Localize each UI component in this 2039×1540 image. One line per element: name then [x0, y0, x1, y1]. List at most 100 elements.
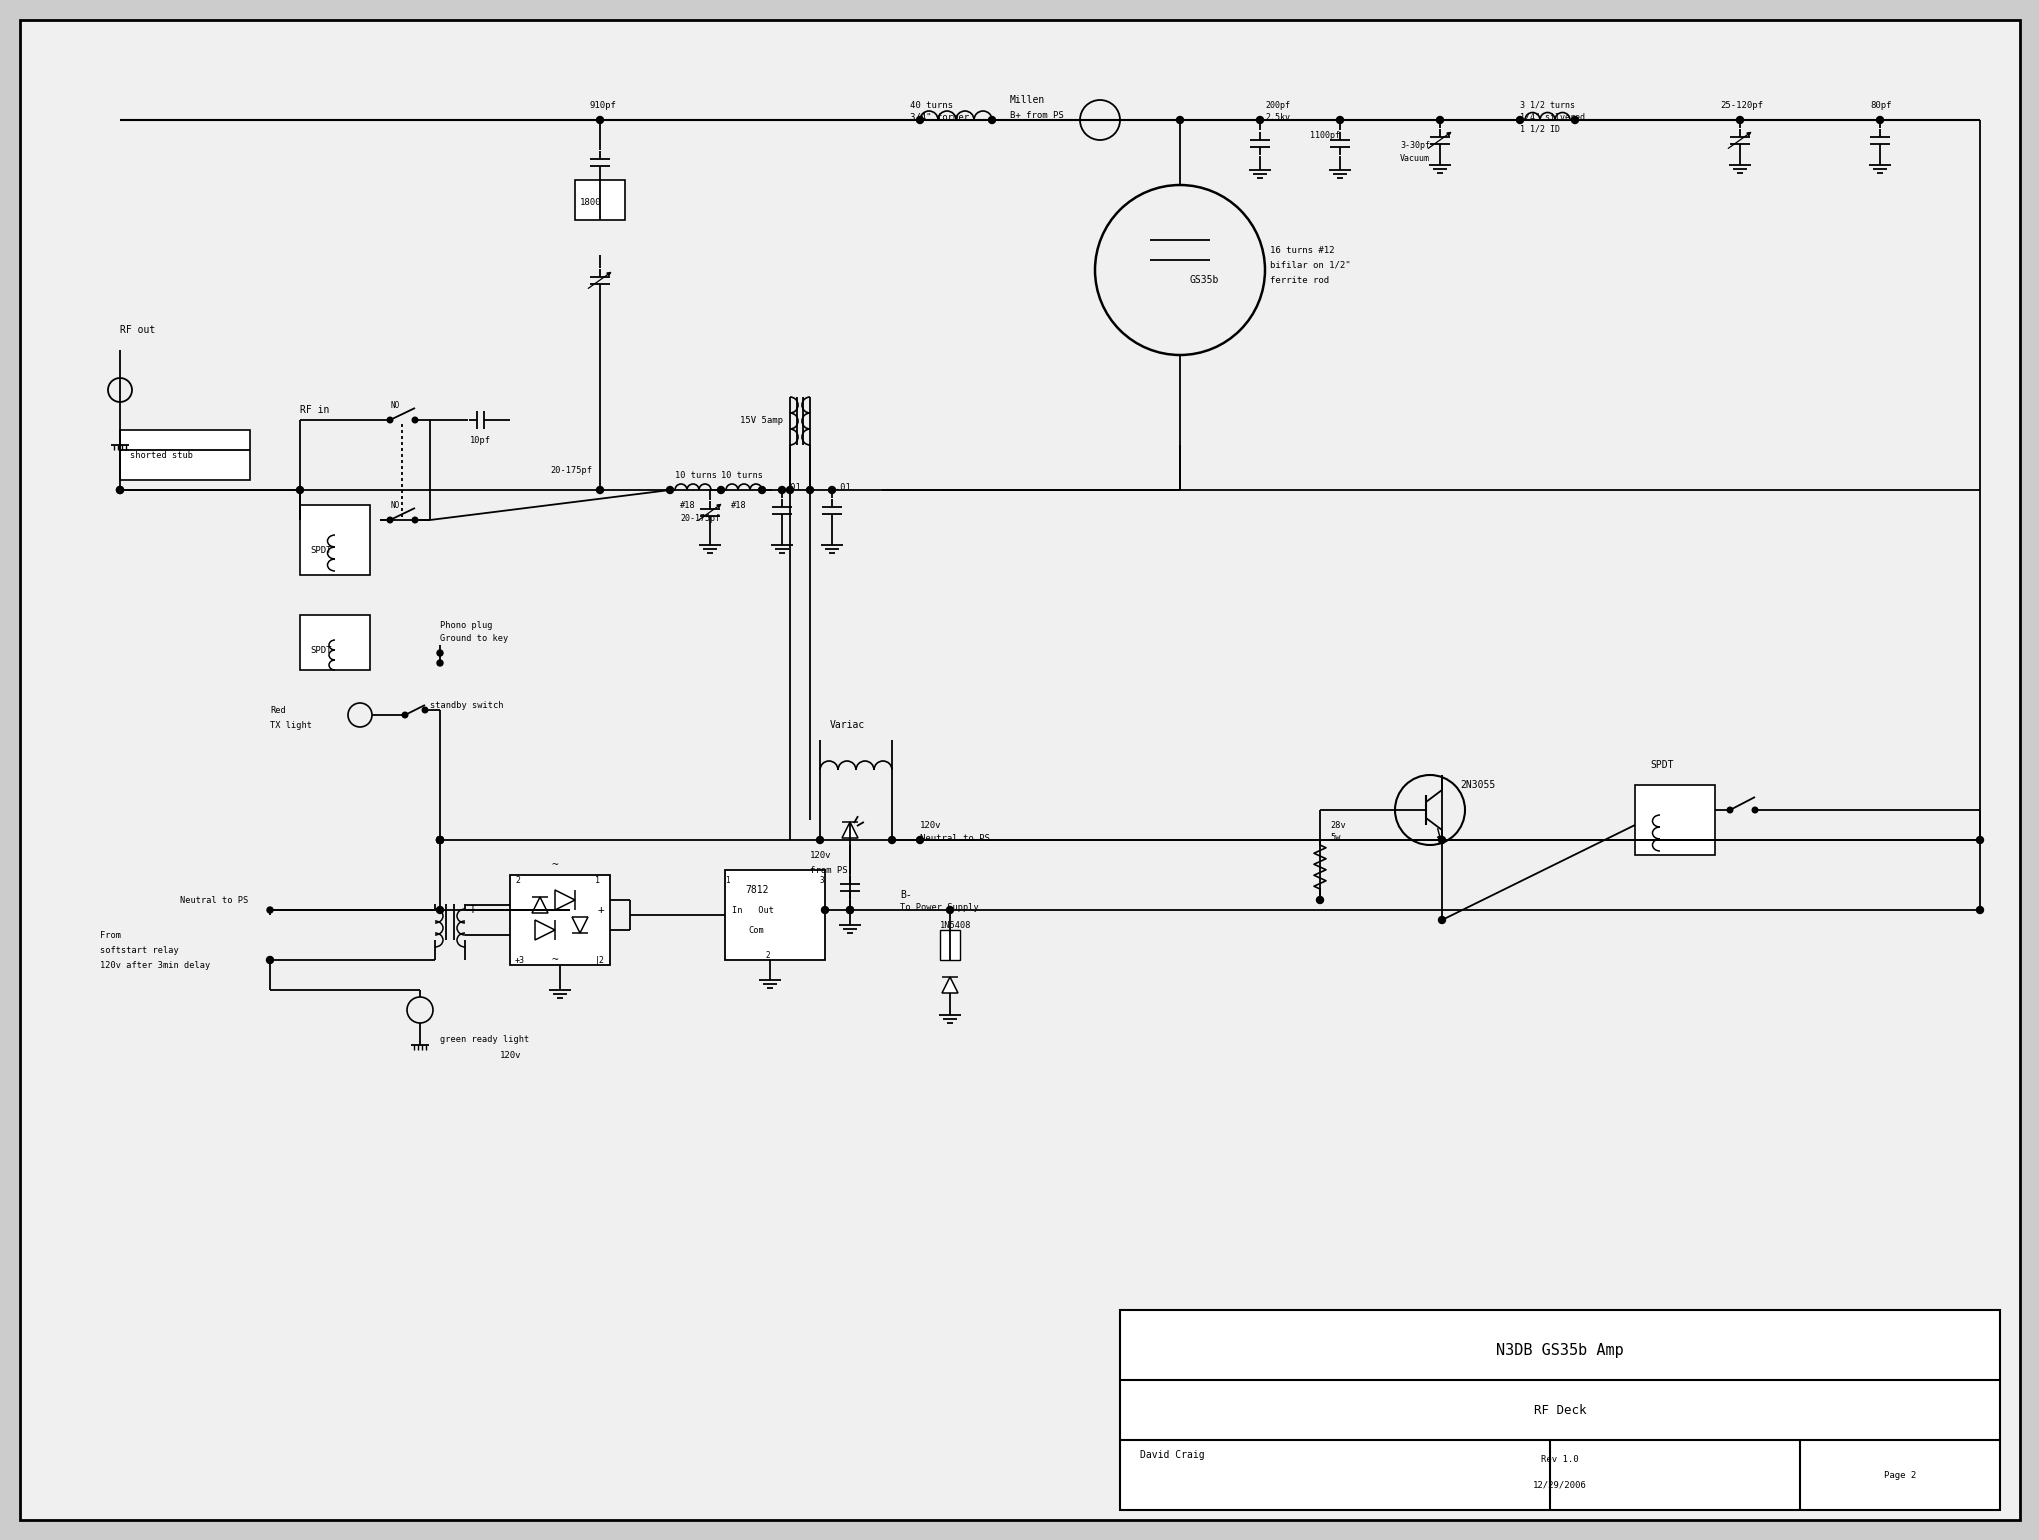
Text: 25-120pf: 25-120pf — [1719, 100, 1762, 109]
Text: 3: 3 — [820, 876, 824, 884]
Text: Vacuum: Vacuum — [1399, 154, 1429, 163]
Text: ~: ~ — [553, 955, 559, 966]
Text: 10 turns: 10 turns — [720, 471, 763, 479]
Text: #18: #18 — [730, 500, 746, 510]
Circle shape — [718, 487, 724, 493]
Circle shape — [1735, 117, 1743, 123]
Circle shape — [822, 907, 828, 913]
Text: 1: 1 — [724, 876, 730, 884]
Circle shape — [296, 487, 304, 493]
Text: 1 1/2 ID: 1 1/2 ID — [1519, 125, 1560, 134]
Text: 120v: 120v — [500, 1050, 522, 1060]
Text: 120v: 120v — [920, 821, 942, 830]
Text: 20-175pf: 20-175pf — [679, 513, 720, 522]
Circle shape — [436, 907, 442, 913]
Polygon shape — [555, 890, 575, 910]
Text: bifilar on 1/2": bifilar on 1/2" — [1270, 260, 1350, 269]
Text: .01: .01 — [785, 482, 801, 491]
Text: Neutral to PS: Neutral to PS — [179, 895, 249, 904]
Circle shape — [1177, 117, 1183, 123]
Text: In   Out: In Out — [732, 906, 773, 915]
Circle shape — [436, 650, 442, 656]
Text: 3/4" former: 3/4" former — [909, 112, 969, 122]
Text: Rev 1.0: Rev 1.0 — [1539, 1455, 1578, 1465]
Circle shape — [1727, 807, 1731, 813]
Circle shape — [805, 487, 814, 493]
Text: GS35b: GS35b — [1189, 276, 1219, 285]
Circle shape — [846, 907, 852, 913]
Circle shape — [916, 117, 924, 123]
Circle shape — [595, 487, 604, 493]
Text: 15V 5amp: 15V 5amp — [740, 416, 783, 425]
Circle shape — [916, 836, 924, 844]
Text: David Craig: David Craig — [1140, 1451, 1205, 1460]
Polygon shape — [571, 916, 587, 933]
Bar — [1119, 1311, 1998, 1511]
Circle shape — [1570, 117, 1578, 123]
Text: SPDT: SPDT — [1650, 761, 1672, 770]
Circle shape — [387, 517, 394, 522]
Text: shorted stub: shorted stub — [130, 451, 194, 459]
Text: To Power Supply: To Power Supply — [899, 902, 979, 912]
Text: 910pf: 910pf — [589, 100, 616, 109]
Circle shape — [267, 956, 273, 964]
Text: 2: 2 — [765, 950, 769, 959]
Circle shape — [402, 711, 408, 718]
Circle shape — [1976, 836, 1982, 844]
Text: 1800: 1800 — [579, 197, 602, 206]
Polygon shape — [534, 919, 555, 939]
Text: N3DB GS35b Amp: N3DB GS35b Amp — [1495, 1343, 1623, 1357]
Text: 120v after 3min delay: 120v after 3min delay — [100, 961, 210, 970]
Circle shape — [1437, 916, 1446, 924]
Text: RF Deck: RF Deck — [1533, 1403, 1586, 1417]
Circle shape — [787, 487, 793, 493]
Text: 80pf: 80pf — [1870, 100, 1890, 109]
Text: from PS: from PS — [809, 865, 848, 875]
Text: Page 2: Page 2 — [1882, 1471, 1915, 1480]
Text: 1100pf: 1100pf — [1309, 131, 1340, 140]
Circle shape — [116, 487, 124, 493]
Circle shape — [267, 907, 273, 913]
Text: 200pf: 200pf — [1264, 100, 1289, 109]
Bar — [300, 614, 369, 670]
Circle shape — [422, 707, 428, 713]
Circle shape — [1752, 807, 1758, 813]
Text: Red: Red — [269, 705, 285, 715]
Text: 2N3055: 2N3055 — [1460, 779, 1495, 790]
Text: ~: ~ — [553, 859, 559, 870]
Circle shape — [816, 836, 824, 844]
Bar — [300, 505, 369, 574]
Circle shape — [436, 661, 442, 665]
Bar — [575, 180, 624, 220]
Text: 1: 1 — [595, 876, 599, 884]
Circle shape — [1876, 117, 1882, 123]
Circle shape — [436, 836, 442, 844]
Text: 16 turns #12: 16 turns #12 — [1270, 245, 1334, 254]
Text: RF in: RF in — [300, 405, 328, 414]
Bar — [510, 875, 610, 966]
Bar — [940, 930, 960, 959]
Text: RF out: RF out — [120, 325, 155, 336]
Text: Com: Com — [748, 926, 763, 935]
Text: 7812: 7812 — [744, 885, 769, 895]
Circle shape — [1435, 117, 1444, 123]
Circle shape — [846, 907, 852, 913]
Text: SPDT: SPDT — [310, 545, 332, 554]
Text: .01: .01 — [834, 482, 850, 491]
Text: From: From — [100, 930, 120, 939]
Text: standby switch: standby switch — [430, 701, 504, 710]
Text: 10 turns: 10 turns — [675, 471, 716, 479]
Text: 10pf: 10pf — [469, 436, 491, 445]
Bar — [1633, 785, 1715, 855]
Text: SPDT: SPDT — [310, 645, 332, 654]
Text: #18: #18 — [679, 500, 695, 510]
Circle shape — [1437, 836, 1446, 844]
Circle shape — [436, 836, 442, 844]
Text: Variac: Variac — [830, 721, 865, 730]
Text: +: + — [597, 906, 604, 915]
Text: 3-30pf: 3-30pf — [1399, 140, 1429, 149]
Text: -: - — [512, 906, 518, 915]
Circle shape — [267, 956, 273, 962]
Text: 120v: 120v — [809, 850, 832, 859]
Text: 3 1/2 turns: 3 1/2 turns — [1519, 100, 1574, 109]
